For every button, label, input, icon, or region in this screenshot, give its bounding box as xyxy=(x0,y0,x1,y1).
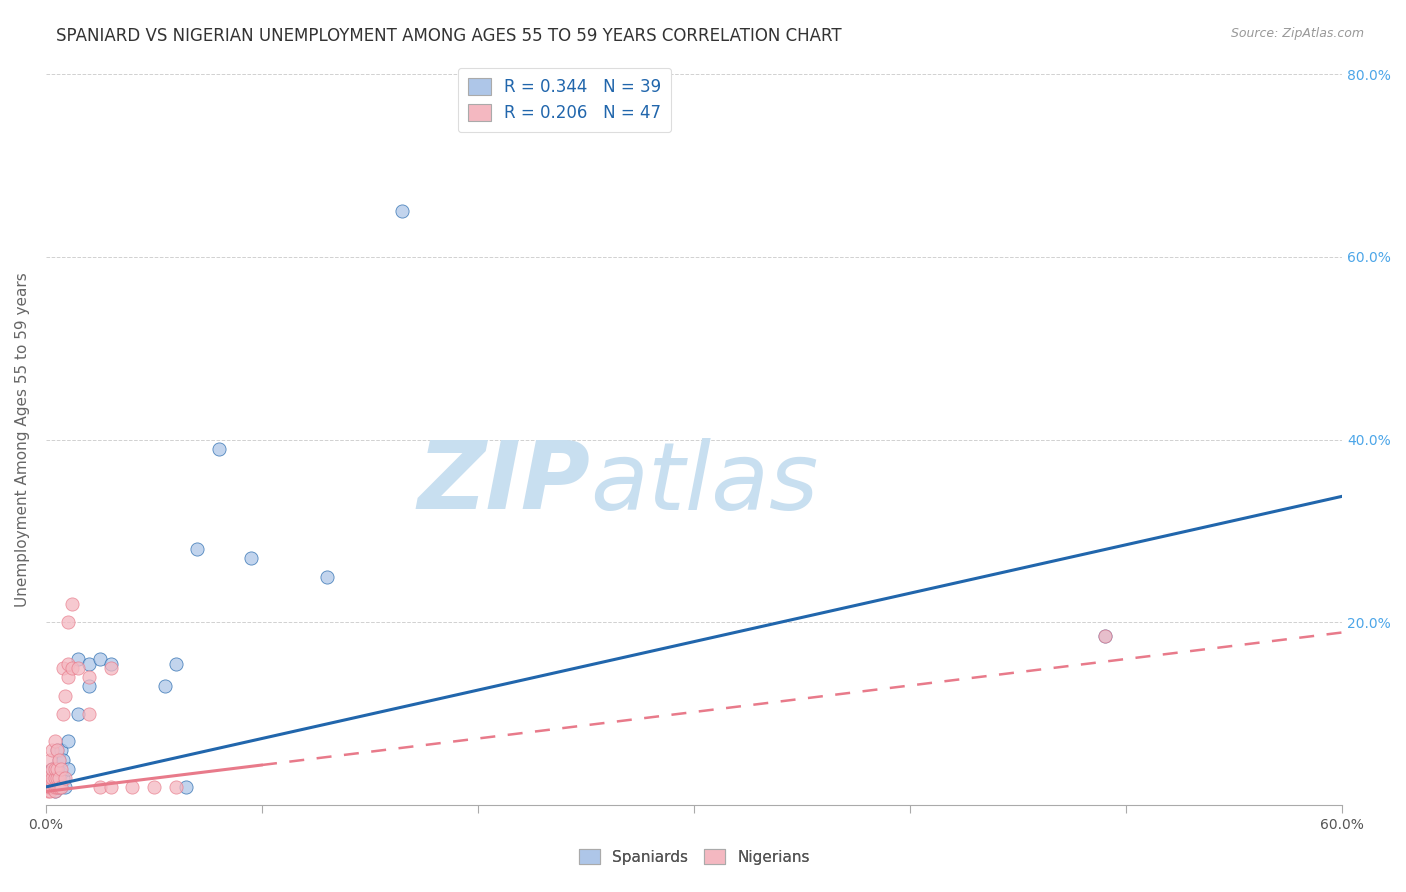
Point xyxy=(77,679,100,693)
Point xyxy=(41,771,63,785)
Point xyxy=(41,771,63,785)
Point xyxy=(41,762,63,776)
Point xyxy=(41,775,63,789)
Point xyxy=(1094,629,1116,643)
Point xyxy=(60,661,83,675)
Point xyxy=(44,775,66,789)
Point xyxy=(39,780,62,794)
Text: atlas: atlas xyxy=(591,438,818,529)
Point xyxy=(165,657,187,671)
Point xyxy=(67,661,90,675)
Point xyxy=(55,771,77,785)
Point xyxy=(37,780,59,794)
Y-axis label: Unemployment Among Ages 55 to 59 years: Unemployment Among Ages 55 to 59 years xyxy=(15,272,30,607)
Point xyxy=(67,706,90,721)
Point xyxy=(44,762,66,776)
Point xyxy=(49,743,72,757)
Point xyxy=(39,784,62,798)
Point xyxy=(100,657,122,671)
Text: SPANIARD VS NIGERIAN UNEMPLOYMENT AMONG AGES 55 TO 59 YEARS CORRELATION CHART: SPANIARD VS NIGERIAN UNEMPLOYMENT AMONG … xyxy=(56,27,842,45)
Point xyxy=(240,551,263,566)
Point xyxy=(143,780,166,794)
Point xyxy=(165,780,187,794)
Point xyxy=(44,734,66,748)
Point xyxy=(52,706,75,721)
Legend: Spaniards, Nigerians: Spaniards, Nigerians xyxy=(572,842,815,871)
Point xyxy=(39,771,62,785)
Point xyxy=(41,762,63,776)
Point xyxy=(186,542,208,557)
Point xyxy=(45,771,67,785)
Point xyxy=(41,743,63,757)
Point xyxy=(121,780,143,794)
Point xyxy=(39,752,62,766)
Point xyxy=(37,771,59,785)
Point xyxy=(37,780,59,794)
Point xyxy=(48,775,70,789)
Point xyxy=(39,775,62,789)
Point xyxy=(49,766,72,780)
Text: Source: ZipAtlas.com: Source: ZipAtlas.com xyxy=(1230,27,1364,40)
Point xyxy=(48,752,70,766)
Point xyxy=(45,771,67,785)
Point xyxy=(45,762,67,776)
Point xyxy=(44,784,66,798)
Point xyxy=(55,689,77,703)
Point xyxy=(41,780,63,794)
Point xyxy=(44,780,66,794)
Point xyxy=(67,652,90,666)
Point xyxy=(49,762,72,776)
Point xyxy=(56,657,79,671)
Point xyxy=(56,615,79,630)
Point xyxy=(153,679,176,693)
Point xyxy=(77,670,100,684)
Point xyxy=(52,771,75,785)
Point xyxy=(44,784,66,798)
Point xyxy=(1094,629,1116,643)
Point xyxy=(48,752,70,766)
Point xyxy=(55,780,77,794)
Point xyxy=(56,670,79,684)
Point xyxy=(52,661,75,675)
Point xyxy=(100,780,122,794)
Point xyxy=(45,780,67,794)
Point xyxy=(89,652,111,666)
Point xyxy=(48,780,70,794)
Point xyxy=(41,780,63,794)
Point xyxy=(100,661,122,675)
Point xyxy=(37,775,59,789)
Point xyxy=(45,743,67,757)
Point xyxy=(60,597,83,611)
Point xyxy=(49,780,72,794)
Point xyxy=(56,734,79,748)
Point xyxy=(77,657,100,671)
Point xyxy=(37,775,59,789)
Point xyxy=(89,780,111,794)
Point xyxy=(39,780,62,794)
Point xyxy=(39,766,62,780)
Point xyxy=(48,771,70,785)
Point xyxy=(315,570,337,584)
Point xyxy=(52,752,75,766)
Point xyxy=(45,762,67,776)
Point xyxy=(48,780,70,794)
Point xyxy=(176,780,198,794)
Point xyxy=(37,784,59,798)
Point xyxy=(391,204,413,219)
Point xyxy=(45,743,67,757)
Point xyxy=(49,780,72,794)
Text: ZIP: ZIP xyxy=(418,437,591,530)
Point xyxy=(56,762,79,776)
Point xyxy=(77,706,100,721)
Point xyxy=(208,442,231,456)
Point xyxy=(45,780,67,794)
Point xyxy=(44,771,66,785)
